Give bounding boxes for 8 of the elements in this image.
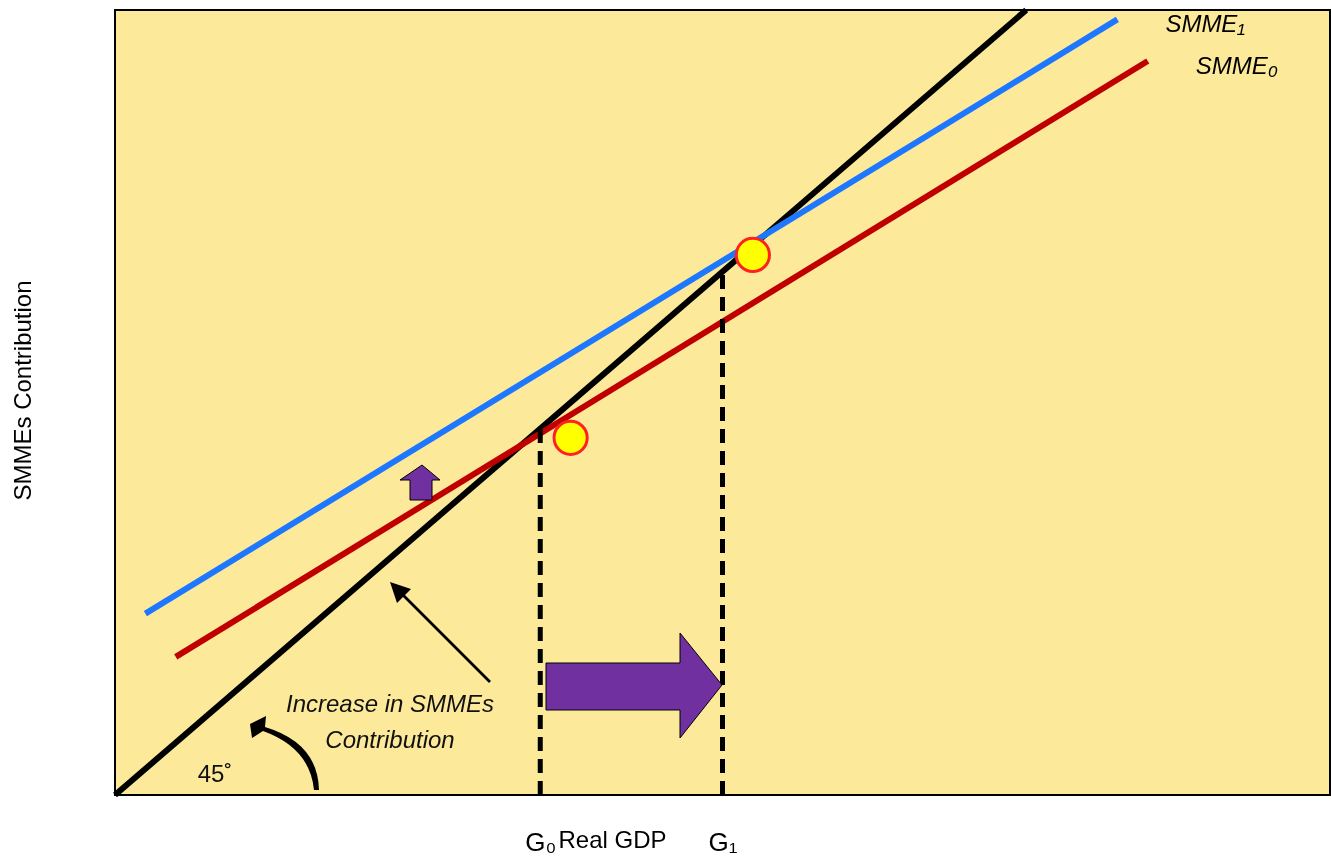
x-tick-label: G₁ — [708, 826, 738, 857]
text: SMME₁ — [1165, 10, 1245, 38]
annotation: Increase in SMMEs Contribution — [285, 690, 495, 753]
annotation: 45˚ — [197, 760, 233, 787]
x-tick-label: G₀ — [525, 826, 557, 857]
text: SMME₀ — [1195, 52, 1278, 80]
x-axis-title: Real GDP — [558, 825, 667, 853]
y-axis-title: SMMEs Contribution — [8, 280, 36, 501]
